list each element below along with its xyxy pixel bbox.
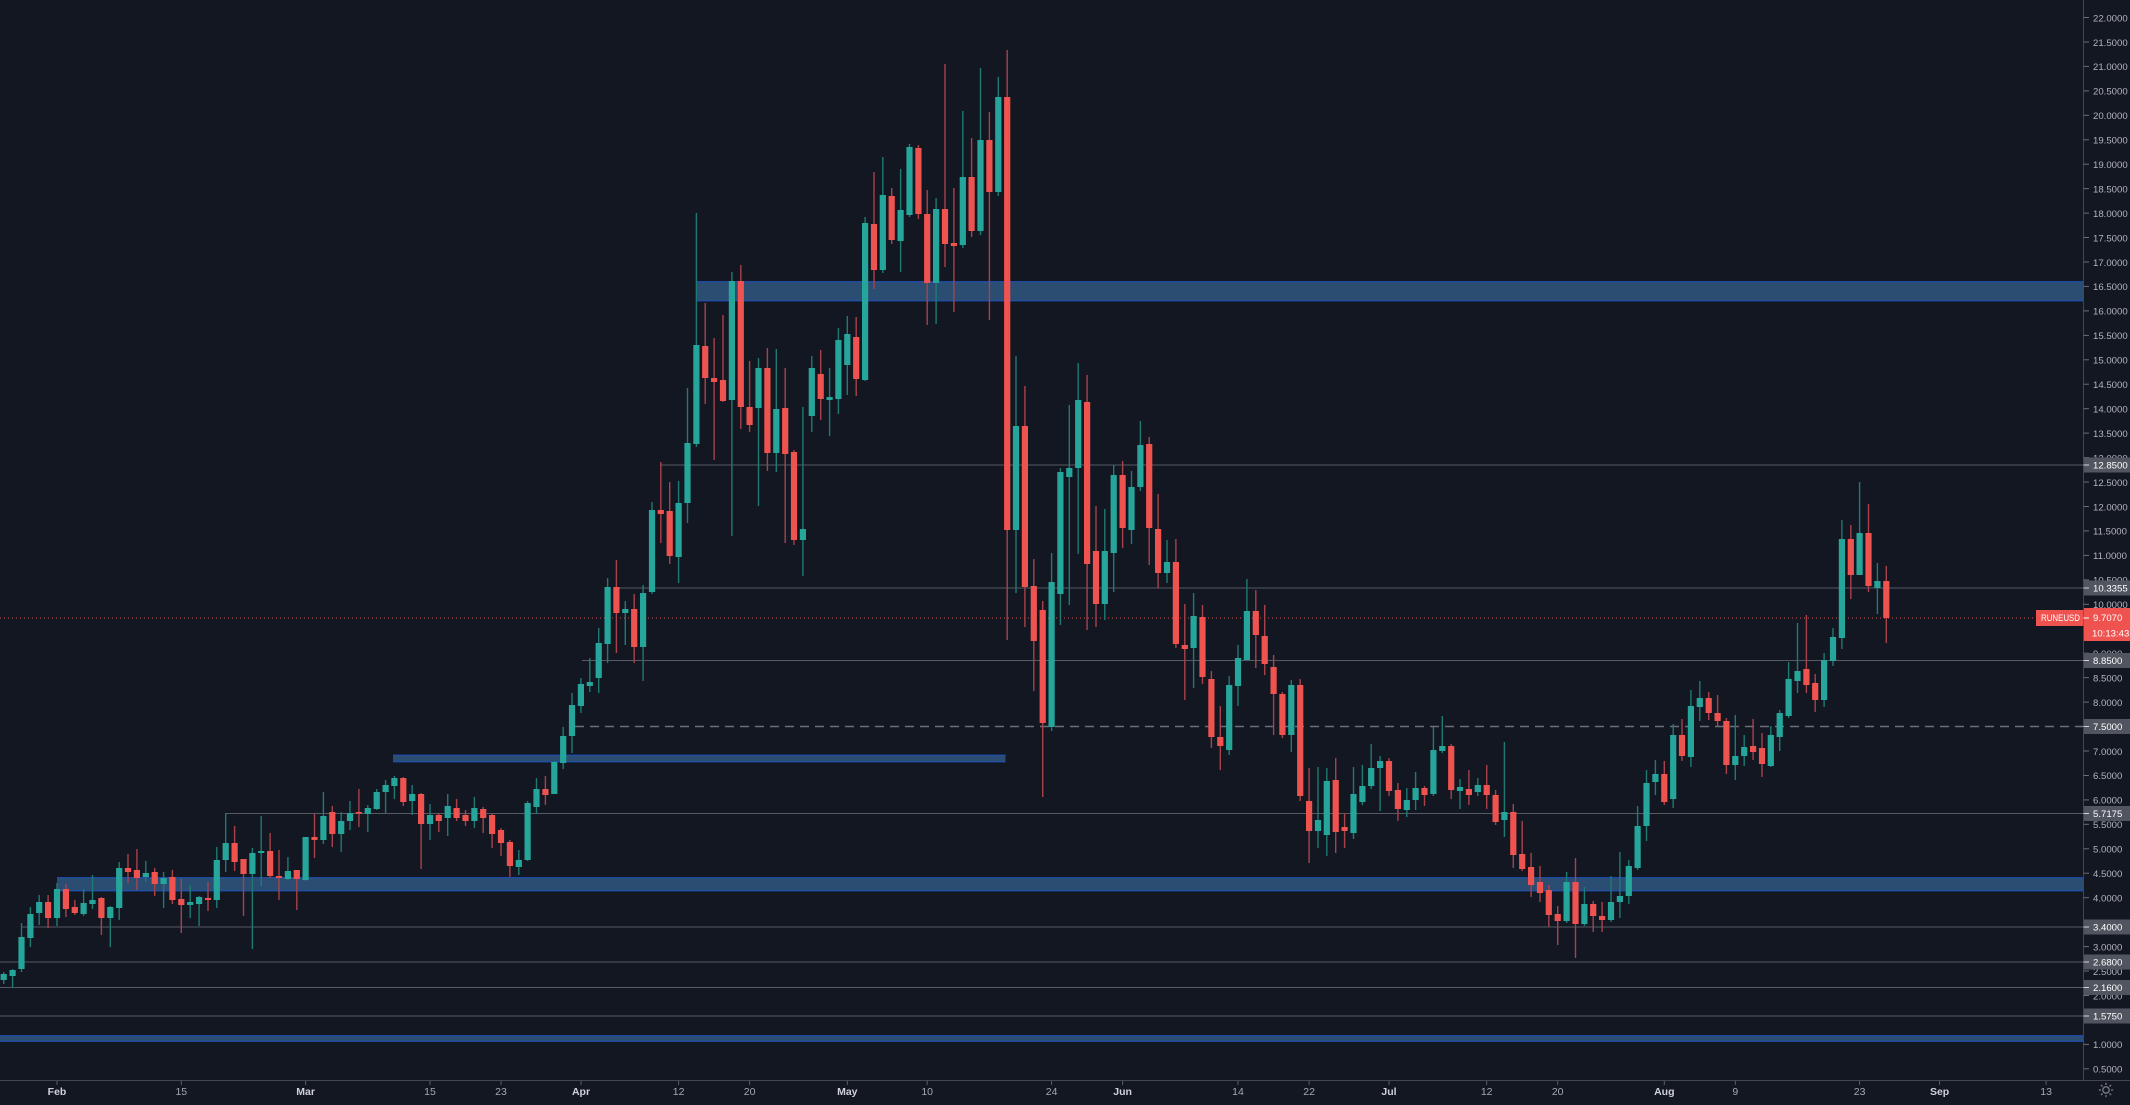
svg-text:12: 12 xyxy=(1481,1086,1493,1098)
svg-text:15.5000: 15.5000 xyxy=(2093,331,2128,342)
svg-text:14.5000: 14.5000 xyxy=(2093,380,2128,391)
svg-text:23: 23 xyxy=(495,1086,507,1098)
svg-text:20.5000: 20.5000 xyxy=(2093,87,2128,98)
svg-text:15.0000: 15.0000 xyxy=(2093,356,2128,367)
svg-text:5.0000: 5.0000 xyxy=(2093,845,2122,856)
svg-text:15: 15 xyxy=(175,1086,187,1098)
svg-text:19.5000: 19.5000 xyxy=(2093,136,2128,147)
svg-text:4.5000: 4.5000 xyxy=(2093,869,2122,880)
svg-text:9: 9 xyxy=(1732,1086,1738,1098)
svg-text:Sep: Sep xyxy=(1930,1086,1949,1098)
svg-text:May: May xyxy=(837,1086,858,1098)
svg-text:6.0000: 6.0000 xyxy=(2093,796,2122,807)
svg-text:19.0000: 19.0000 xyxy=(2093,160,2128,171)
svg-text:8.5000: 8.5000 xyxy=(2093,673,2122,684)
svg-text:10.0000: 10.0000 xyxy=(2093,600,2128,611)
svg-text:1.0000: 1.0000 xyxy=(2093,1040,2122,1051)
svg-text:24: 24 xyxy=(1046,1086,1058,1098)
svg-text:10: 10 xyxy=(921,1086,933,1098)
svg-text:Aug: Aug xyxy=(1654,1086,1674,1098)
svg-text:21.5000: 21.5000 xyxy=(2093,38,2128,49)
svg-text:13.5000: 13.5000 xyxy=(2093,429,2128,440)
svg-text:12.8500: 12.8500 xyxy=(2093,460,2128,471)
svg-text:4.0000: 4.0000 xyxy=(2093,894,2122,905)
svg-text:2.1600: 2.1600 xyxy=(2093,983,2122,994)
svg-text:22.0000: 22.0000 xyxy=(2093,13,2128,24)
svg-text:Jun: Jun xyxy=(1113,1086,1132,1098)
svg-text:0.5000: 0.5000 xyxy=(2093,1065,2122,1076)
svg-text:Feb: Feb xyxy=(48,1086,67,1098)
svg-text:7.5000: 7.5000 xyxy=(2093,722,2122,733)
svg-text:16.0000: 16.0000 xyxy=(2093,307,2128,318)
svg-text:22: 22 xyxy=(1303,1086,1315,1098)
svg-text:15: 15 xyxy=(424,1086,436,1098)
svg-text:2.0000: 2.0000 xyxy=(2093,991,2122,1002)
svg-text:5.7175: 5.7175 xyxy=(2093,809,2122,820)
svg-text:6.5000: 6.5000 xyxy=(2093,771,2122,782)
svg-text:16.5000: 16.5000 xyxy=(2093,282,2128,293)
svg-text:1.5750: 1.5750 xyxy=(2093,1011,2122,1022)
svg-text:Jul: Jul xyxy=(1381,1086,1396,1098)
svg-text:Mar: Mar xyxy=(296,1086,315,1098)
svg-text:10.3355: 10.3355 xyxy=(2093,583,2128,594)
svg-text:11.5000: 11.5000 xyxy=(2093,527,2127,538)
svg-text:17.5000: 17.5000 xyxy=(2093,233,2128,244)
svg-text:12: 12 xyxy=(673,1086,685,1098)
svg-text:2.5000: 2.5000 xyxy=(2093,967,2122,978)
svg-text:20.0000: 20.0000 xyxy=(2093,111,2128,122)
svg-text:5.5000: 5.5000 xyxy=(2093,820,2122,831)
svg-text:9.7070: 9.7070 xyxy=(2093,613,2122,624)
svg-text:2.6800: 2.6800 xyxy=(2093,957,2122,968)
svg-text:23: 23 xyxy=(1854,1086,1866,1098)
svg-text:Apr: Apr xyxy=(572,1086,590,1098)
svg-text:3.0000: 3.0000 xyxy=(2093,942,2122,953)
svg-text:13: 13 xyxy=(2040,1086,2052,1098)
svg-text:7.0000: 7.0000 xyxy=(2093,747,2122,758)
svg-text:21.0000: 21.0000 xyxy=(2093,62,2128,73)
svg-text:18.5000: 18.5000 xyxy=(2093,184,2128,195)
svg-text:14.0000: 14.0000 xyxy=(2093,405,2128,416)
svg-text:10:13:43: 10:13:43 xyxy=(2092,629,2129,640)
svg-text:8.0000: 8.0000 xyxy=(2093,698,2122,709)
svg-text:RUNEUSD: RUNEUSD xyxy=(2041,613,2080,624)
svg-text:18.0000: 18.0000 xyxy=(2093,209,2128,220)
svg-text:20: 20 xyxy=(744,1086,756,1098)
svg-text:14: 14 xyxy=(1232,1086,1244,1098)
svg-text:12.5000: 12.5000 xyxy=(2093,478,2128,489)
svg-text:8.8500: 8.8500 xyxy=(2093,656,2122,667)
svg-text:20: 20 xyxy=(1552,1086,1564,1098)
svg-text:11.0000: 11.0000 xyxy=(2093,551,2127,562)
svg-text:17.0000: 17.0000 xyxy=(2093,258,2128,269)
svg-text:12.0000: 12.0000 xyxy=(2093,502,2128,513)
svg-text:3.4000: 3.4000 xyxy=(2093,922,2122,933)
